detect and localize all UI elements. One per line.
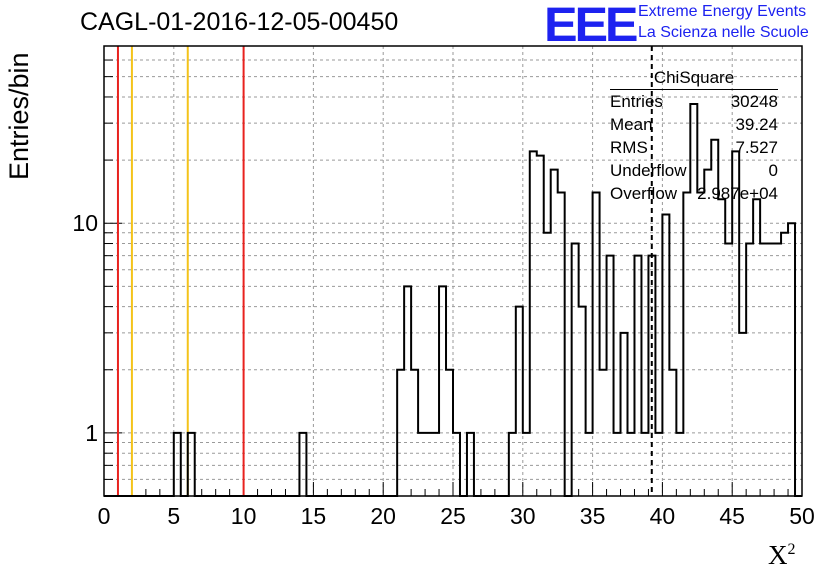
reference-lines	[116, 46, 653, 496]
logo-line-1: Extreme Energy Events	[638, 3, 807, 20]
stats-value: 30248	[730, 92, 778, 111]
logo-line-2: La Scienza nelle Scuole	[638, 24, 809, 41]
stats-label: Entries	[610, 92, 663, 111]
x-tick-label: 40	[650, 503, 676, 529]
x-tick-label: 45	[719, 503, 745, 529]
stats-box: ChiSquare Entries 30248 Mean 39.24 RMS 7.52…	[610, 68, 778, 205]
stats-value: 0	[768, 161, 778, 180]
y-axis-label: Entries/bin	[4, 52, 34, 180]
x-tick-label: 10	[231, 503, 257, 529]
eee-logo-mark: EEE	[544, 0, 639, 52]
histogram-line	[104, 103, 802, 497]
x-tick-labels: 0 5 10 15 20 25 30 35 40 45 50	[98, 503, 815, 529]
stats-row: Underflow 0	[610, 159, 778, 182]
stats-row: Overflow 2.987e+04	[610, 182, 778, 205]
stats-label: Overflow	[610, 184, 678, 203]
y-tick-labels: 1 10	[72, 210, 98, 446]
x-tick-label: 30	[510, 503, 536, 529]
x-tick-label: 25	[440, 503, 466, 529]
stats-title: ChiSquare	[610, 68, 778, 90]
chart-title: CAGL-01-2016-12-05-00450	[80, 8, 399, 36]
stats-value: 39.24	[735, 115, 778, 134]
y-tick-label: 10	[72, 210, 98, 236]
x-axis-label-sup: 2	[787, 541, 796, 558]
stats-label: Mean	[610, 115, 653, 134]
x-tick-label: 15	[301, 503, 327, 529]
x-tick-label: 50	[789, 503, 815, 529]
x-tick-label: 5	[167, 503, 180, 529]
x-tick-label: 20	[370, 503, 396, 529]
x-tick-label: 35	[580, 503, 606, 529]
stats-row: Mean 39.24	[610, 113, 778, 136]
stats-label: RMS	[610, 138, 648, 157]
stats-value: 7.527	[735, 138, 778, 157]
x-tick-label: 0	[98, 503, 111, 529]
plot-frame	[103, 45, 803, 497]
stats-row: RMS 7.527	[610, 136, 778, 159]
x-axis-label-main: X	[768, 540, 788, 570]
stats-row: Entries 30248	[610, 90, 778, 113]
stats-value: 2.987e+04	[697, 184, 778, 203]
y-tick-label: 1	[85, 420, 98, 446]
stats-label: Underflow	[610, 161, 687, 180]
x-axis-label: X2	[768, 540, 796, 571]
